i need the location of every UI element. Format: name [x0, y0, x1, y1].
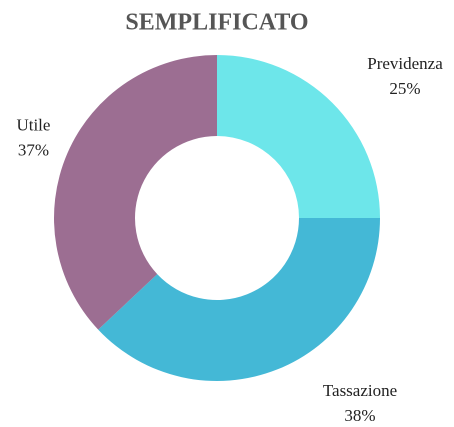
slice-label: Previdenza — [367, 54, 443, 73]
slice — [54, 55, 217, 330]
slice-label: Utile — [16, 115, 50, 134]
slice — [98, 218, 381, 381]
slice — [217, 55, 380, 218]
chart-title: SEMPLIFICATO — [125, 10, 308, 36]
slice-label: Tassazione — [323, 381, 397, 400]
value-label: 38% — [344, 406, 375, 425]
value-label: 25% — [389, 79, 420, 98]
value-label: 37% — [18, 140, 49, 159]
